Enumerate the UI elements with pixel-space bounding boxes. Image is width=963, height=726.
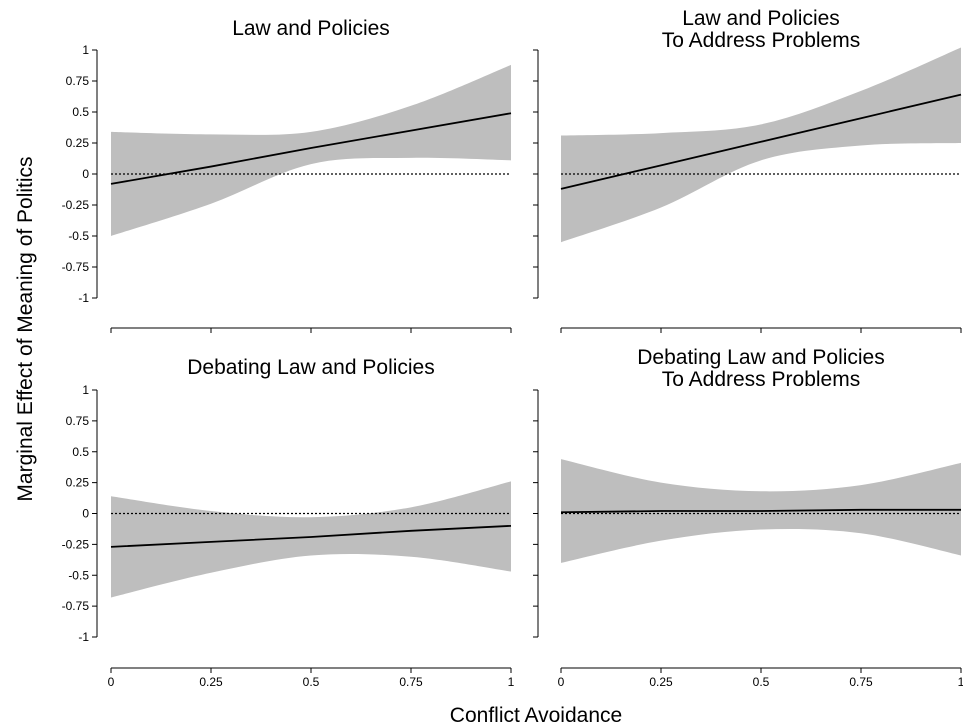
x-tick-label: 1 xyxy=(508,675,515,689)
y-tick-label: -0.75 xyxy=(62,260,90,274)
y-tick-label: 0.25 xyxy=(66,136,90,150)
panel-1: 1 0.75 0.5 0.25 0 -0.25 -0.5 -0.75 -1 Law and Pol… xyxy=(62,17,512,333)
y-tick-label: -1 xyxy=(78,630,89,644)
y-tick-label: -0.5 xyxy=(68,568,89,582)
y-tick-label: -1 xyxy=(78,291,89,305)
marginal-effect-line xyxy=(110,524,512,548)
y-tick-label: -0.5 xyxy=(68,229,89,243)
marginal-effect-line xyxy=(110,112,512,185)
x-tick-label: 0.5 xyxy=(303,675,320,689)
y-tick-label: 0.25 xyxy=(66,476,90,490)
y-tick-label: 1 xyxy=(82,43,89,57)
y-tick-label: -0.75 xyxy=(62,599,90,613)
x-tick-label: 0.75 xyxy=(849,675,873,689)
x-tick-label: 0.25 xyxy=(649,675,673,689)
x-tick-label: 0.75 xyxy=(399,675,423,689)
panel-3: 1 0.75 0.5 0.25 0 -0.25 -0.5 -0.75 -1 0 0.25 0.5 0.7… xyxy=(62,356,515,689)
x-tick-label: 0.25 xyxy=(199,675,223,689)
y-tick-label: 0 xyxy=(82,507,89,521)
panels: 1 0.75 0.5 0.25 0 -0.25 -0.5 -0.75 -1 Law and Pol… xyxy=(62,7,963,689)
panel-title: Law and Policies xyxy=(682,7,840,30)
y-tick-label: 1 xyxy=(82,383,89,397)
confidence-band xyxy=(561,47,961,243)
y-tick-label: 0.75 xyxy=(66,74,90,88)
y-tick-label: 0.5 xyxy=(72,105,89,119)
confidence-band xyxy=(111,481,511,598)
panel-title: Law and Policies xyxy=(232,17,390,40)
y-tick-label: 0 xyxy=(82,167,89,181)
x-tick-label: 0 xyxy=(108,675,115,689)
panel-title: To Address Problems xyxy=(662,29,860,52)
panel-4: 0 0.25 0.5 0.75 1 Debating Law and PoliciesTo… xyxy=(533,346,963,689)
x-tick-label: 0.5 xyxy=(753,675,770,689)
y-tick-label: 0.75 xyxy=(66,414,90,428)
y-axis-title: Marginal Effect of Meaning of Politics xyxy=(14,156,37,501)
panel-title: Debating Law and Policies xyxy=(187,356,435,379)
marginal-effect-line xyxy=(560,93,962,190)
y-tick-label: 0.5 xyxy=(72,445,89,459)
panel-title: To Address Problems xyxy=(662,368,860,391)
x-tick-label: 0 xyxy=(558,675,565,689)
confidence-band xyxy=(111,64,511,236)
y-tick-label: -0.25 xyxy=(62,198,90,212)
x-axis-title: Conflict Avoidance xyxy=(450,704,622,726)
y-tick-label: -0.25 xyxy=(62,537,90,551)
panel-title: Debating Law and Policies xyxy=(637,346,885,369)
marginal-effect-line xyxy=(560,508,961,514)
x-tick-label: 1 xyxy=(958,675,963,689)
